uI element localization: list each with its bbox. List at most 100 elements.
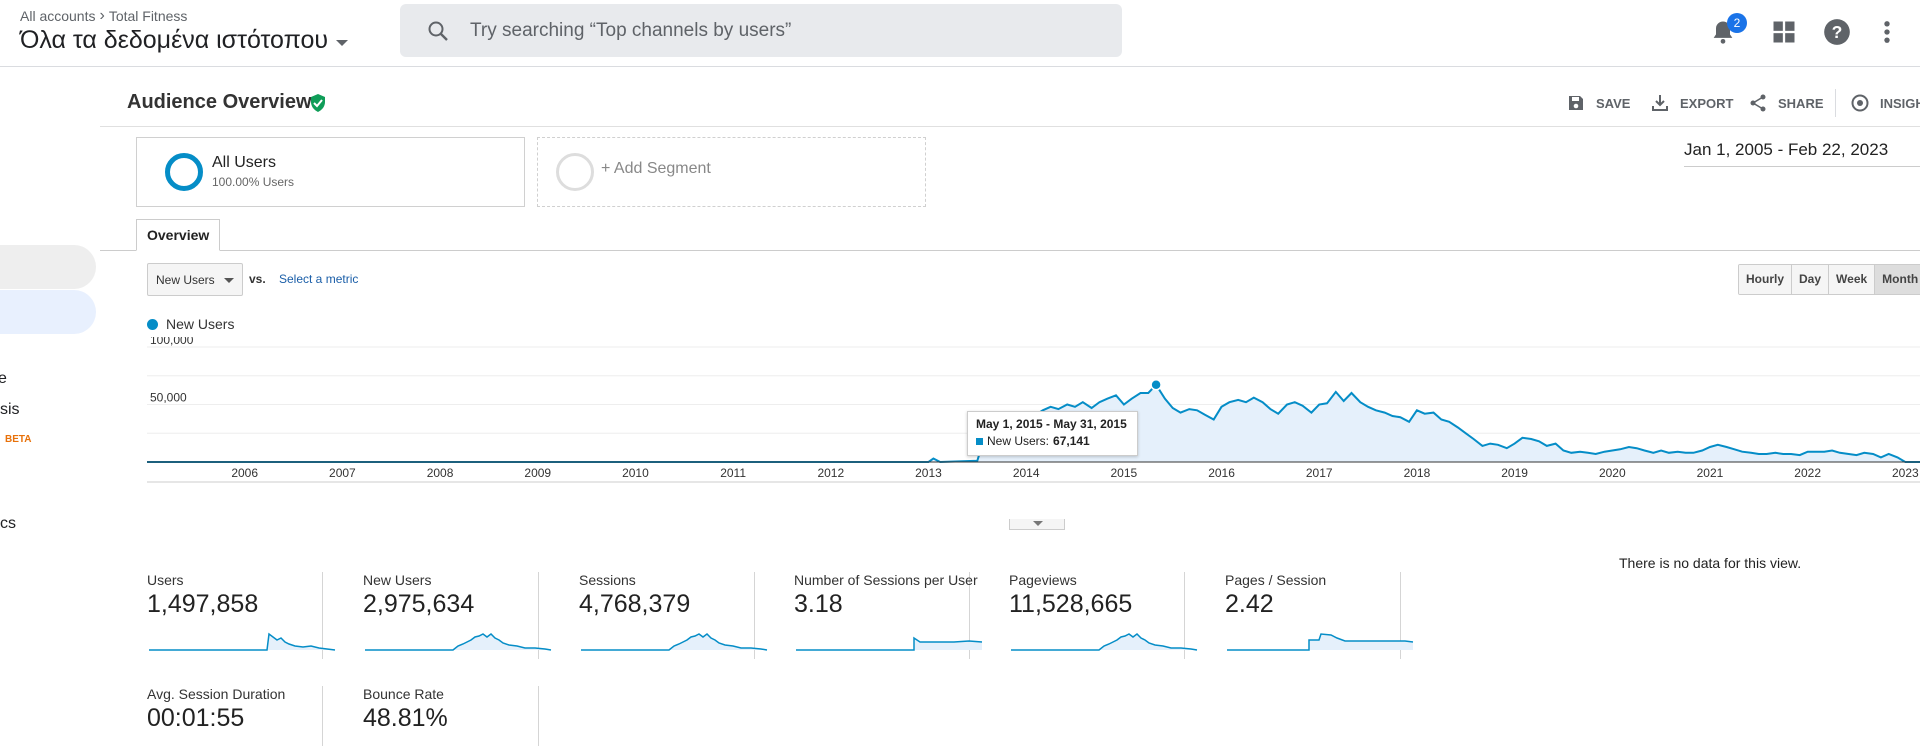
x-tick-label: 2023	[1892, 466, 1919, 480]
caret-down-icon	[1033, 521, 1043, 526]
date-range-picker[interactable]: Jan 1, 2005 - Feb 22, 2023	[1684, 140, 1920, 167]
x-tick-label: 2006	[231, 466, 258, 480]
scorecard-users[interactable]: Users 1,497,858	[147, 572, 336, 659]
sparkline-line	[1011, 633, 1198, 651]
x-tick-label: 2007	[329, 466, 356, 480]
svg-text:?: ?	[1832, 22, 1843, 42]
series-swatch-icon	[976, 437, 983, 445]
interval-day-button[interactable]: Day	[1792, 265, 1830, 294]
sparkline	[1011, 633, 1198, 651]
scorecard-label: Sessions	[579, 572, 636, 588]
tooltip-value: 67,141	[1053, 434, 1090, 448]
add-segment-button[interactable]: + Add Segment	[537, 137, 926, 207]
share-button[interactable]: SHARE	[1748, 93, 1824, 113]
search-input[interactable]	[470, 19, 1070, 42]
sparkline-area	[1011, 634, 1197, 650]
insights-icon	[1851, 94, 1869, 112]
insights-button[interactable]: INSIGH	[1850, 93, 1920, 113]
add-segment-label: + Add Segment	[601, 160, 711, 177]
scorecard-pages-per-session[interactable]: Pages / Session 2.42	[1225, 572, 1414, 659]
sparkline	[581, 633, 768, 651]
x-tick-label: 2015	[1111, 466, 1138, 480]
scorecard-label: Avg. Session Duration	[147, 686, 286, 702]
save-label: SAVE	[1596, 95, 1631, 111]
breadcrumb-root[interactable]: All accounts	[20, 8, 96, 24]
apps-grid-icon[interactable]	[1770, 18, 1798, 46]
scorecard-label: New Users	[363, 572, 432, 588]
x-tick-label: 2021	[1697, 466, 1724, 480]
scorecard-sessions[interactable]: Sessions 4,768,379	[579, 572, 768, 659]
scorecard-new-users[interactable]: New Users 2,975,634	[363, 572, 552, 659]
scorecard-pageviews[interactable]: Pageviews 11,528,665	[1009, 572, 1198, 659]
interval-week-button[interactable]: Week	[1829, 265, 1876, 294]
sidebar-item-label[interactable]: sis	[0, 401, 20, 418]
sparkline-line	[149, 632, 336, 651]
sidebar: BETA e sis cs	[0, 67, 100, 730]
chevron-right-icon: ›	[99, 7, 105, 24]
segment-name: All Users	[212, 154, 277, 171]
chart-collapse-handle[interactable]	[1009, 519, 1065, 530]
legend-dot-icon	[147, 318, 158, 330]
export-button[interactable]: EXPORT	[1650, 93, 1733, 113]
chart-tooltip: May 1, 2015 - May 31, 2015 New Users: 67…	[967, 411, 1138, 456]
verified-shield-icon	[311, 94, 325, 112]
highlight-point	[1150, 379, 1162, 391]
scorecard-label: Users	[147, 572, 184, 588]
scorecard-avg-session-duration[interactable]: Avg. Session Duration 00:01:55	[147, 686, 323, 746]
x-tick-label: 2022	[1794, 466, 1821, 480]
view-name: Όλα τα δεδομένα ιστότοπου	[20, 26, 329, 54]
scorecard-value: 3.18	[794, 590, 843, 618]
legend-label: New Users	[166, 316, 235, 332]
more-vert-icon[interactable]	[1873, 18, 1901, 46]
scorecard-value: 1,497,858	[147, 590, 259, 618]
scorecard-value: 2.42	[1225, 590, 1274, 618]
insights-label: INSIGH	[1880, 95, 1920, 111]
scorecard-value: 2,975,634	[363, 590, 475, 618]
segment-all-users[interactable]: All Users 100.00% Users	[136, 137, 525, 207]
segment-empty-ring-icon	[556, 153, 594, 191]
tooltip-date-range: May 1, 2015 - May 31, 2015	[976, 417, 1127, 431]
help-icon[interactable]: ?	[1823, 18, 1851, 46]
caret-down-icon	[224, 278, 234, 283]
series-line	[147, 383, 1920, 464]
scorecard-sessions-per-user[interactable]: Number of Sessions per User 3.18	[794, 572, 983, 659]
scorecard-label: Number of Sessions per User	[794, 572, 978, 588]
sidebar-item-active[interactable]	[0, 245, 96, 289]
sidebar-item-label[interactable]: e	[0, 370, 7, 387]
metric-dropdown[interactable]: New Users	[147, 263, 243, 296]
select-metric-link[interactable]: Select a metric	[279, 272, 359, 286]
save-button[interactable]: SAVE	[1566, 93, 1630, 113]
y-tick-label: 100,000	[150, 337, 194, 347]
tooltip-value-line: New Users: 67,141	[976, 434, 1129, 448]
caret-down-icon	[336, 39, 349, 46]
metric-dropdown-label: New Users	[156, 272, 215, 287]
segment-ring-icon	[165, 153, 203, 191]
search-bar[interactable]	[400, 4, 1122, 57]
segment-percent: 100.00% Users	[212, 175, 295, 189]
sparkline	[365, 633, 552, 651]
scorecard-value: 11,528,665	[1009, 590, 1133, 618]
sparkline-line	[581, 633, 768, 651]
scorecard-label: Pageviews	[1009, 572, 1077, 588]
sparkline-area	[149, 634, 335, 650]
tab-overview[interactable]: Overview	[136, 219, 221, 251]
scorecard-value: 00:01:55	[147, 704, 245, 732]
breadcrumb-account[interactable]: Total Fitness	[108, 8, 188, 24]
sidebar-item-label[interactable]: cs	[0, 515, 16, 532]
x-tick-label: 2017	[1306, 466, 1333, 480]
interval-hourly-button[interactable]: Hourly	[1739, 265, 1793, 294]
vs-label: vs.	[249, 272, 266, 286]
tab-bar-line	[100, 250, 1920, 251]
sparkline-area	[796, 638, 982, 650]
download-icon	[1652, 95, 1668, 111]
sidebar-item-selected[interactable]	[0, 290, 96, 334]
x-tick-label: 2020	[1599, 466, 1626, 480]
interval-month-button[interactable]: Month	[1875, 265, 1920, 294]
view-selector[interactable]: Όλα τα δεδομένα ιστότοπου	[20, 26, 349, 55]
page-title: Audience Overview	[127, 91, 312, 113]
x-tick-label: 2014	[1013, 466, 1040, 480]
sparkline-area	[1227, 634, 1413, 650]
y-tick-label: 50,000	[150, 391, 187, 405]
scorecard-bounce-rate[interactable]: Bounce Rate 48.81%	[363, 686, 539, 746]
tooltip-metric: New Users:	[987, 434, 1050, 448]
